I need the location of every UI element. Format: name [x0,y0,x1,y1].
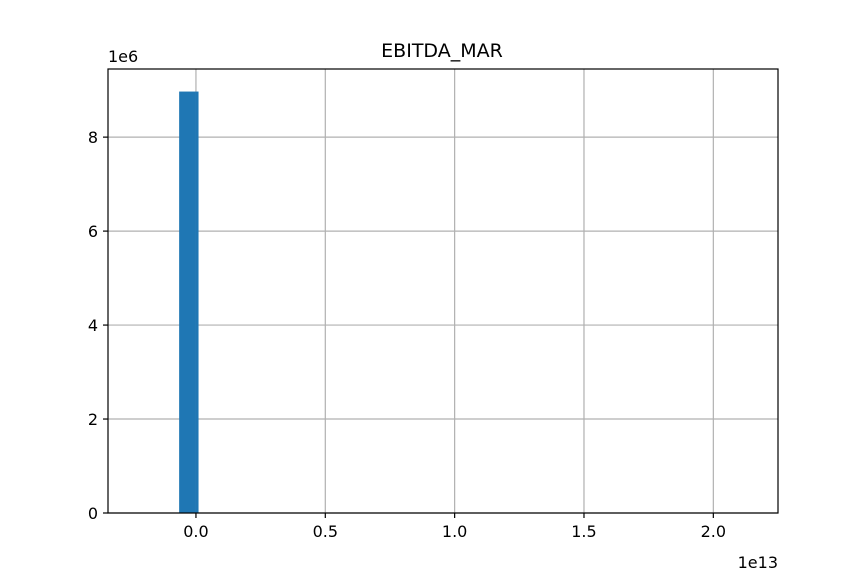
y-tick-label: 2 [88,410,98,429]
y-axis-offset-label: 1e6 [108,47,138,66]
plot-area-frame [107,68,779,514]
chart-title: EBITDA_MAR [381,40,503,62]
histogram-bar-1 [195,91,199,514]
y-tick-label: 6 [88,222,98,241]
y-tick-label: 0 [88,504,98,523]
x-tick-label: 2.0 [701,522,726,541]
x-tick-label: 0.0 [183,522,208,541]
x-tick-label: 1.0 [442,522,467,541]
x-axis-offset-label: 1e13 [738,553,778,572]
y-tick-label: 8 [88,128,98,147]
x-tick-label: 1.5 [571,522,596,541]
histogram-bar-0 [179,91,196,514]
grid-lines [108,69,778,514]
y-tick-label: 4 [88,316,98,335]
x-tick-label: 0.5 [313,522,338,541]
axis-ticks: 0.0 0.5 1.0 1.5 2.0 0 2 4 6 8 [88,128,726,541]
histogram-bars [179,91,199,514]
